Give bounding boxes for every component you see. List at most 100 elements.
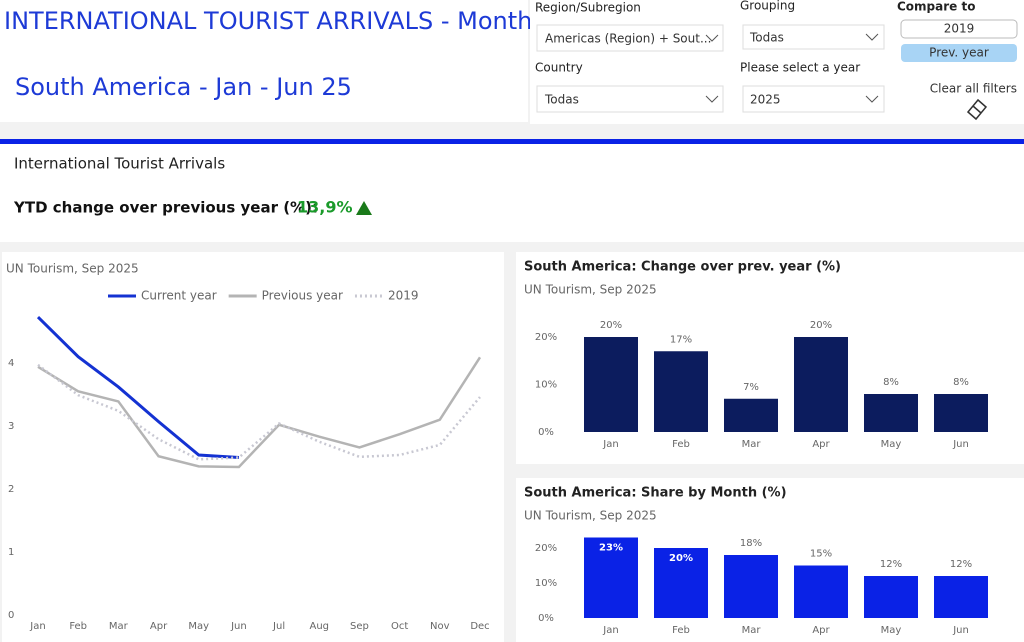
toggle-label: Prev. year xyxy=(929,46,989,60)
kpi-label: YTD change over previous year (%): xyxy=(13,199,318,217)
kpi-value: 13,9% xyxy=(297,198,353,217)
chevron xyxy=(865,33,879,41)
x-tick-label: May xyxy=(881,439,902,450)
filter-label: Grouping xyxy=(740,0,795,13)
filter-label: Region/Subregion xyxy=(535,1,641,15)
kpi-title: International Tourist Arrivals xyxy=(14,155,225,173)
x-tick-label: May xyxy=(881,625,902,636)
clear-filters[interactable]: Clear all filters xyxy=(930,82,1017,96)
x-tick-label: Mar xyxy=(109,621,129,632)
page-title: INTERNATIONAL TOURIST ARRIVALS - Monthly xyxy=(4,7,553,35)
bar xyxy=(934,394,988,432)
x-tick-label: Apr xyxy=(150,621,168,632)
legend-label: Current year xyxy=(141,289,217,303)
filter-label: Please select a year xyxy=(740,61,860,75)
y-tick-label: 20% xyxy=(535,543,557,554)
toggle-button[interactable] xyxy=(901,44,1017,62)
legend-label: Previous year xyxy=(262,289,343,303)
x-tick-label: Nov xyxy=(430,621,450,632)
chart-subtitle: UN Tourism, Sep 2025 xyxy=(524,283,657,297)
x-tick-label: Dec xyxy=(470,621,489,632)
page-subtitle: South America - Jan - Jun 25 xyxy=(15,73,352,101)
dropdown[interactable] xyxy=(536,24,724,52)
data-label: 20% xyxy=(669,553,693,564)
header-panel xyxy=(0,0,528,122)
eraser-icon xyxy=(966,98,988,121)
x-tick-label: Aug xyxy=(310,621,330,632)
y-tick-label: 0 xyxy=(8,610,14,621)
up-arrow xyxy=(356,201,372,215)
toggle-label: 2019 xyxy=(944,22,975,36)
x-tick-label: Jan xyxy=(29,621,45,632)
bar xyxy=(654,548,708,618)
accent-bar xyxy=(0,139,1024,144)
data-label: 8% xyxy=(953,377,969,388)
y-tick-label: 20% xyxy=(535,332,557,343)
data-label: 20% xyxy=(600,320,622,331)
data-label: 15% xyxy=(810,549,832,560)
chart-subtitle: UN Tourism, Sep 2025 xyxy=(6,262,139,276)
dropdown[interactable] xyxy=(536,85,724,113)
data-label: 20% xyxy=(810,320,832,331)
x-tick-label: Apr xyxy=(812,439,830,450)
y-tick-label: 10% xyxy=(535,578,557,589)
bar xyxy=(794,565,848,618)
bar xyxy=(934,576,988,618)
bar xyxy=(724,555,778,618)
y-tick-label: 4 xyxy=(8,358,14,369)
x-tick-label: Oct xyxy=(391,621,408,632)
x-tick-label: Jul xyxy=(272,621,285,632)
data-label: 23% xyxy=(599,543,623,554)
bar xyxy=(584,537,638,618)
dropdown-value: Americas (Region) + Sout... xyxy=(545,32,711,46)
data-label: 12% xyxy=(880,559,902,570)
x-tick-label: Feb xyxy=(69,621,87,632)
data-label: 8% xyxy=(883,377,899,388)
bar xyxy=(864,394,918,432)
data-label: 7% xyxy=(743,382,759,393)
y-tick-label: 2 xyxy=(8,484,14,495)
dropdown-value: 2025 xyxy=(750,93,781,107)
x-tick-label: Mar xyxy=(742,625,762,636)
bar xyxy=(864,576,918,618)
data-label: 12% xyxy=(950,559,972,570)
y-tick-label: 0% xyxy=(538,613,554,624)
x-tick-label: Jun xyxy=(230,621,247,632)
legend-label: 2019 xyxy=(388,289,419,303)
series-line xyxy=(36,315,240,459)
filter-label: Country xyxy=(535,61,583,75)
x-tick-label: Apr xyxy=(812,625,830,636)
y-tick-label: 1 xyxy=(8,547,14,558)
toggle-button[interactable] xyxy=(900,19,1018,39)
dropdown[interactable] xyxy=(742,85,885,113)
x-tick-label: Jun xyxy=(952,439,969,450)
y-tick-label: 10% xyxy=(535,380,557,391)
bar xyxy=(654,351,708,432)
dropdown[interactable] xyxy=(742,24,885,50)
dropdown-value: Todas xyxy=(544,93,579,107)
bar xyxy=(724,398,778,432)
chevron xyxy=(705,34,719,42)
x-tick-label: Mar xyxy=(742,439,762,450)
data-label: 17% xyxy=(670,334,692,345)
series-line xyxy=(37,356,482,469)
chart-subtitle: UN Tourism, Sep 2025 xyxy=(524,509,657,523)
data-label: 18% xyxy=(740,538,762,549)
chart-title: South America: Share by Month (%) xyxy=(524,486,787,501)
kpi-card xyxy=(0,144,1024,242)
x-tick-label: Feb xyxy=(672,439,690,450)
y-tick-label: 0% xyxy=(538,427,554,438)
chevron xyxy=(705,95,719,103)
x-tick-label: Jan xyxy=(602,625,618,636)
filter-label: Compare to xyxy=(897,0,975,14)
bar xyxy=(794,337,848,432)
y-tick-label: 3 xyxy=(8,421,14,432)
x-tick-label: Jun xyxy=(952,625,969,636)
bar xyxy=(584,337,638,432)
x-tick-label: Jan xyxy=(602,439,618,450)
chevron xyxy=(865,95,879,103)
chart-title: South America: Change over prev. year (%… xyxy=(524,260,841,275)
x-tick-label: Sep xyxy=(350,621,369,632)
series-line xyxy=(37,363,481,461)
